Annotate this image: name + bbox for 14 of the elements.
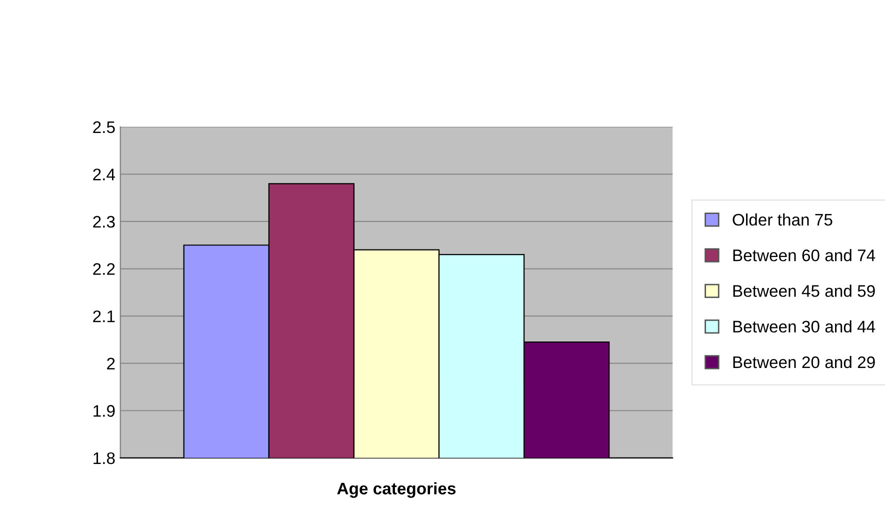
legend-label: Between 30 and 44 xyxy=(733,320,876,333)
y-tick-label: 2.4 xyxy=(93,168,116,180)
legend-label: Between 60 and 74 xyxy=(733,249,876,262)
legend-label: Between 20 and 29 xyxy=(733,356,875,368)
y-tick-label: 2.3 xyxy=(93,216,115,228)
y-tick-label: 2.2 xyxy=(93,263,115,275)
y-tick-label: 2.5 xyxy=(93,121,115,134)
y-tick-label: 2.1 xyxy=(93,310,115,322)
legend-label: Older than 75 xyxy=(732,213,832,226)
legend-label: Between 45 and 59 xyxy=(733,284,875,297)
y-tick-label: 1.8 xyxy=(94,452,115,464)
x-axis-title: Age categories xyxy=(337,482,456,498)
y-tick-label: 2 xyxy=(107,358,115,370)
y-tick-label: 1.9 xyxy=(94,405,115,417)
